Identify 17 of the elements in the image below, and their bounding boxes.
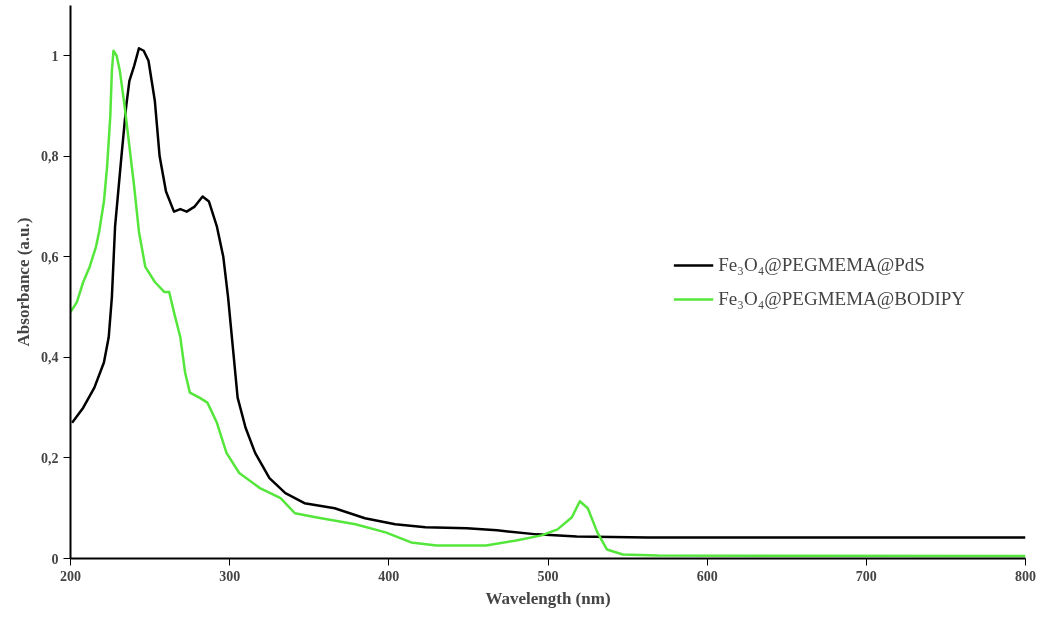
x-tick-label: 200: [60, 568, 81, 584]
x-tick-label: 600: [696, 568, 718, 584]
legend-label: Fe₃O₄@PEGMEMA@BODIPY: [718, 287, 965, 310]
x-tick-label: 500: [537, 568, 559, 584]
x-tick-label: 800: [1015, 568, 1036, 584]
legend-label: Fe₃O₄@PEGMEMA@PdS: [718, 253, 925, 276]
y-tick-label: 0,2: [41, 450, 59, 466]
x-tick-label: 700: [855, 568, 877, 584]
y-tick-label: 1: [51, 48, 59, 64]
y-tick-label: 0: [51, 551, 59, 567]
x-tick-label: 400: [378, 568, 400, 584]
x-tick-label: 300: [219, 568, 241, 584]
y-tick-label: 0,8: [41, 149, 59, 165]
x-axis-title: Wavelength (nm): [485, 588, 611, 608]
y-tick-label: 0,4: [41, 350, 59, 366]
y-axis-title: Absorbance (a.u.): [14, 217, 33, 347]
y-tick-label: 0,6: [41, 249, 59, 265]
